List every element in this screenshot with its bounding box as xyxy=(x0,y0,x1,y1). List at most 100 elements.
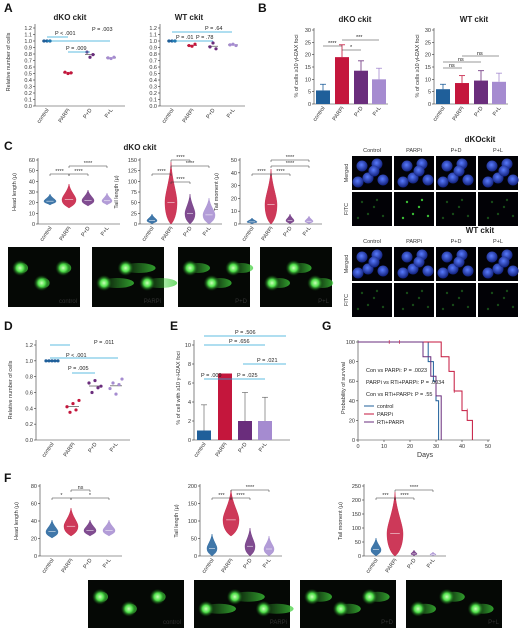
panel-a-wt-title: WT ckit xyxy=(175,13,204,22)
y-tick-label: 10 xyxy=(231,209,237,215)
violin-control xyxy=(146,213,158,225)
y-tick-label: 25 xyxy=(305,40,311,46)
y-tick-label: 0.8 xyxy=(149,52,157,58)
violin-P+D xyxy=(285,213,295,225)
data-point xyxy=(50,359,54,363)
panel-a-wt-p1: P = .01 xyxy=(176,35,193,41)
foci xyxy=(366,212,370,216)
panel-f-comet-2: PARPi xyxy=(194,580,294,628)
y-tick-label: 0.6 xyxy=(149,65,157,71)
y-tick-label: 0.9 xyxy=(24,46,32,52)
comet-image-label: P+L xyxy=(488,620,500,626)
comet-head xyxy=(225,260,242,276)
y-tick-label: 0.4 xyxy=(25,406,33,412)
panel-a-dko-title: dKO ckit xyxy=(54,13,87,22)
x-tick-label: control xyxy=(365,558,379,575)
panel-label-a: A xyxy=(4,1,13,15)
sig-stars: **** xyxy=(257,169,266,175)
y-tick-label: 1.0 xyxy=(24,39,32,45)
sig-stars: **** xyxy=(55,169,64,175)
panel-b-wt-ns1: ns xyxy=(449,63,455,69)
data-point xyxy=(228,43,232,47)
y-tick-label: 0 xyxy=(188,438,191,444)
violin-P+D xyxy=(244,527,256,557)
comet-image-label: P+L xyxy=(318,299,330,305)
comet-head xyxy=(96,275,112,291)
y-tick-label: 0 xyxy=(34,554,37,560)
panel-label-c: C xyxy=(4,139,13,153)
comet-head xyxy=(92,588,108,605)
survival-parpi xyxy=(358,341,473,440)
x-tick-label: control xyxy=(36,108,50,125)
panel-e-p2: P = .656 xyxy=(229,339,250,345)
panel-d-p2: P = .005 xyxy=(68,366,89,372)
data-point xyxy=(234,43,238,48)
micro-dko-cell xyxy=(478,192,518,226)
x-tick-label: control xyxy=(39,226,53,243)
y-tick-label: 30 xyxy=(305,28,311,34)
violin-PARPi xyxy=(63,507,79,537)
sig-stars: * xyxy=(89,493,92,499)
micro-dko-col-4: P+L xyxy=(493,148,503,154)
panel-a-dko-p2: P = .009 xyxy=(66,46,87,52)
panel-f-comet-3: P+D xyxy=(300,580,396,628)
sig-stars: * xyxy=(60,493,63,499)
foci xyxy=(372,296,376,300)
y-tick-label: 0.2 xyxy=(24,91,32,97)
foci xyxy=(496,303,500,307)
sig-stars: **** xyxy=(186,161,195,167)
x-tick-label: PARPi xyxy=(215,442,229,458)
x-tick-label: P+D xyxy=(406,558,417,570)
panel-c-title: dKO ckit xyxy=(124,143,157,152)
x-tick-label: P+D xyxy=(182,226,193,238)
nucleus xyxy=(486,160,498,172)
micro-dko-cell xyxy=(436,192,476,226)
y-tick-label: 40 xyxy=(31,519,37,525)
y-tick-label: 0.6 xyxy=(24,65,32,71)
nucleus xyxy=(401,160,413,172)
y-tick-label: 15 xyxy=(425,65,431,71)
x-tick-label: P+D xyxy=(82,108,93,120)
foci xyxy=(426,305,430,309)
foci xyxy=(420,289,424,293)
comet-image xyxy=(88,580,184,628)
micro-wt-col-3: P+D xyxy=(451,239,462,245)
comet-head xyxy=(55,260,72,276)
violin-PARPi xyxy=(386,491,404,557)
x-tick-label: 50 xyxy=(485,444,491,450)
y-tick-label: 200 xyxy=(188,484,197,490)
data-point xyxy=(114,392,118,396)
nucleus xyxy=(356,251,368,263)
sig-stars: **** xyxy=(246,485,255,491)
violin-plot-2: Tail length (μ) 0 50 100 150 200 control PARPi P… xyxy=(174,484,282,575)
data-point xyxy=(66,71,70,76)
violin-PARPi xyxy=(164,161,178,225)
panel-a-dko-plot: dKO ckit 0.00.10.20.30.40.50.60.70.80.91… xyxy=(24,13,125,125)
x-tick-label: P+D xyxy=(205,108,216,120)
x-tick-label: PARPi xyxy=(61,558,75,574)
violin-P+L xyxy=(304,215,314,225)
x-tick-label: P+L xyxy=(372,106,383,118)
x-tick-label: P+L xyxy=(104,108,115,120)
sig-stars: **** xyxy=(410,485,419,491)
data-point xyxy=(111,381,115,385)
comet-head xyxy=(285,260,302,276)
x-tick-label: P+D xyxy=(473,106,484,118)
panel-d-plot: 0.0 0.2 0.4 0.6 0.8 1.0 1.2 control PARPi P+D P+L… xyxy=(25,340,130,459)
sig-stars: **** xyxy=(286,161,295,167)
foci xyxy=(511,214,515,218)
panel-b-wt-title: WT ckit xyxy=(460,15,489,24)
sig-stars: **** xyxy=(176,155,185,161)
y-tick-label: 20 xyxy=(349,418,355,424)
nucleus xyxy=(437,176,449,188)
y-tick-label: 2 xyxy=(188,419,191,425)
foci xyxy=(486,216,490,220)
y-tick-label: 0 xyxy=(32,222,35,228)
x-tick-label: control xyxy=(312,106,326,123)
foci xyxy=(372,205,376,209)
foci xyxy=(460,289,464,293)
y-tick-label: 0.1 xyxy=(24,98,32,104)
nucleus xyxy=(507,265,519,277)
y-tick-label: 0.7 xyxy=(24,59,32,65)
